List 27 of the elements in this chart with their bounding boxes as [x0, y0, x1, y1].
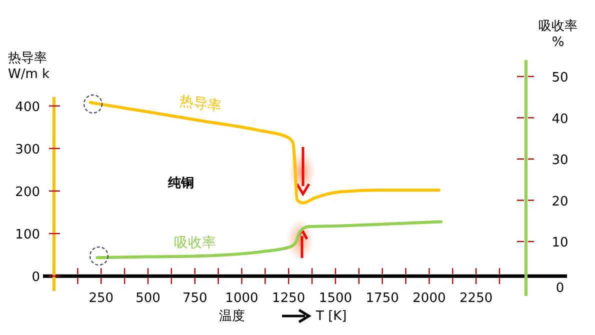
y2-tick-label: 10 [552, 236, 568, 251]
text: T [K] [315, 309, 347, 324]
x-tick-label: 250 [88, 291, 114, 306]
y-tick-label: 300 [15, 142, 40, 158]
y-axis-title: 热导率 W/m k [8, 50, 50, 82]
y-tick-label: 400 [15, 100, 40, 115]
x-tick-label: 2250 [460, 291, 493, 306]
series-label: 吸收率 [174, 235, 216, 251]
y2-tick-label: 40 [552, 112, 568, 127]
y-tick-label: 100 [15, 228, 40, 243]
x-tick-label: 1250 [272, 291, 306, 306]
x-tick-label: 1000 [225, 291, 258, 306]
x-tick-label: 1750 [366, 291, 399, 306]
y-tick-label: 0 [32, 270, 40, 286]
annotation: 纯铜 [167, 176, 194, 191]
x-tick-label: 750 [182, 291, 208, 306]
x-axis-title: 温度 [219, 308, 245, 324]
x-tick-label: 500 [136, 291, 160, 306]
text: 热导率 [178, 93, 222, 115]
y2-tick-label: 0 [556, 280, 564, 296]
x-tick-label: 1500 [318, 291, 352, 306]
y-tick-label: 200 [15, 185, 40, 200]
y2-axis-title: 吸收率 % [538, 18, 578, 50]
y2-tick-label: 20 [552, 194, 568, 210]
x-tick-label: 2000 [412, 291, 446, 306]
y2-tick-label: 50 [552, 70, 568, 86]
y2-tick-label: 30 [552, 153, 568, 168]
